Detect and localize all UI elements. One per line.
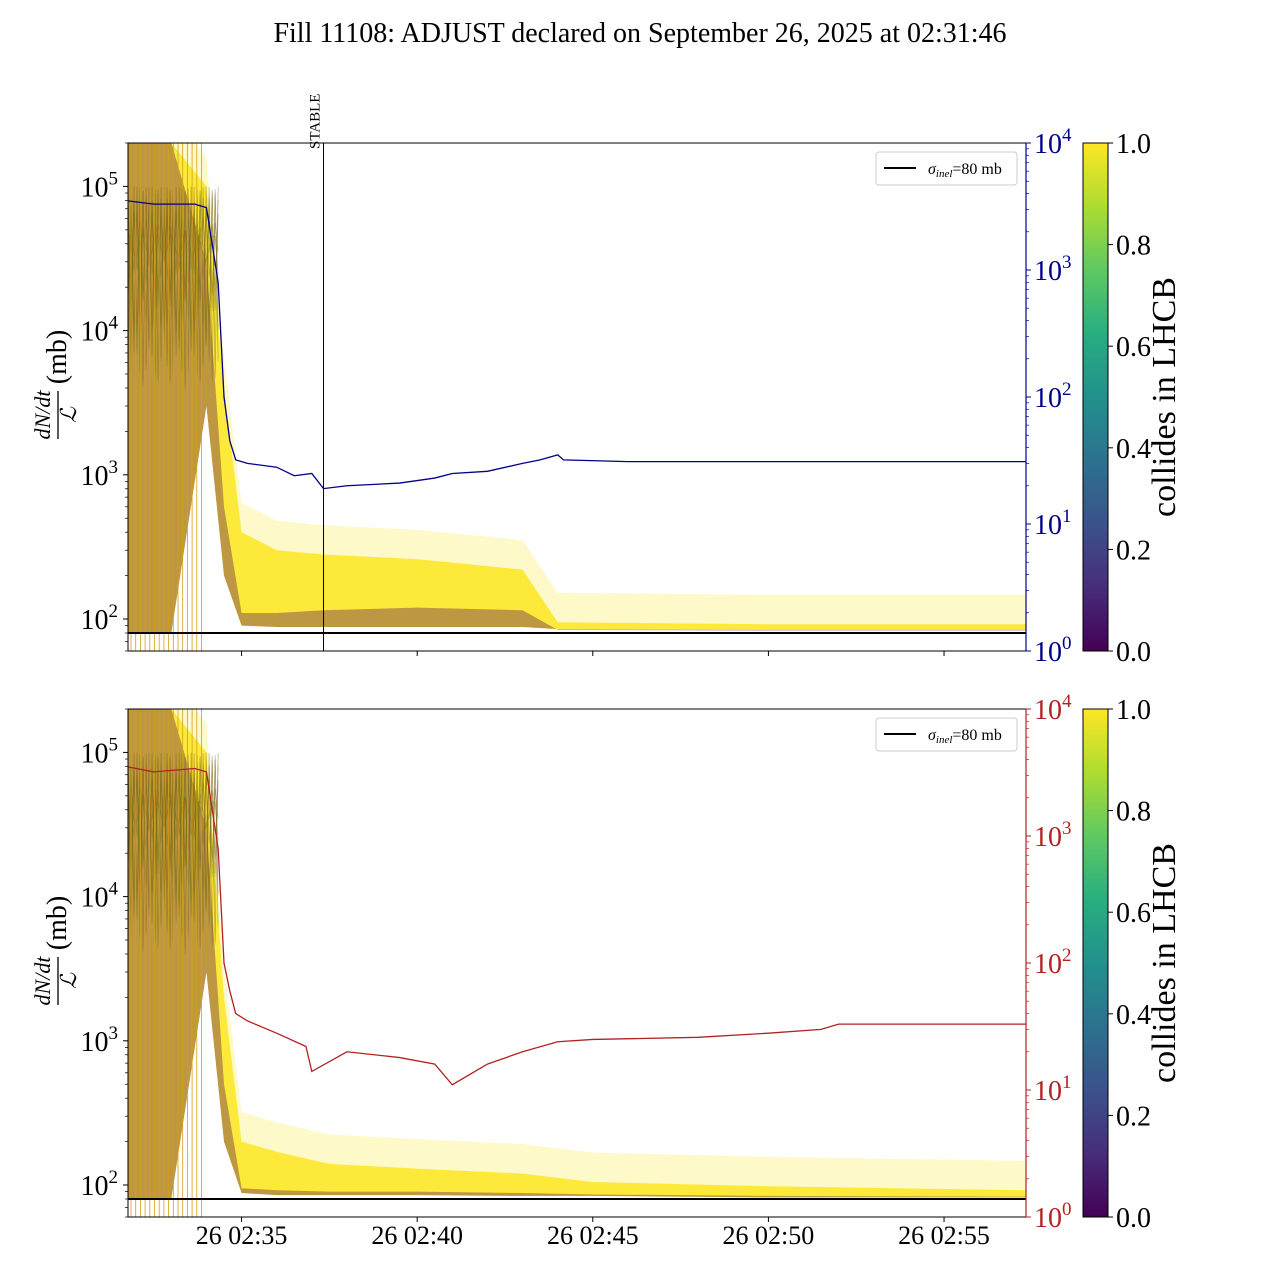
legend-label: σinel=80 mb	[928, 161, 1002, 180]
legend-box	[875, 717, 1018, 752]
colorbar-top: 0.0 0.2 0.4 0.6 0.8 1.0 collides in LHCB	[1082, 129, 1183, 668]
yellow-band	[128, 143, 1026, 633]
left-tick-label: 103	[81, 1023, 119, 1058]
right-tick-label: 102	[1034, 379, 1072, 414]
colorbar-tick-label: 0.4	[1116, 1000, 1151, 1031]
right-tick-label: 104	[1034, 691, 1072, 726]
legend: σinel=80 mb	[875, 151, 1018, 186]
top-panel: STABLE 102 103 104 105 100 101 102 103 104 dN/dt ℒ (…	[30, 94, 1072, 668]
ylabel-numerator: dN/dt	[30, 956, 55, 1006]
colorbar-gradient	[1082, 142, 1109, 652]
right-tick-label: 103	[1034, 818, 1072, 853]
colorbar-tick-label: 1.0	[1116, 129, 1151, 160]
colorbar-tick-label: 0.0	[1116, 1203, 1151, 1234]
yellow-band-faint	[128, 709, 1026, 1191]
colorbar-label: collides in LHCB	[1146, 277, 1183, 517]
left-tick-label: 102	[81, 601, 119, 636]
right-tick-label: 101	[1034, 1072, 1072, 1107]
ylabel-denominator: ℒ	[56, 406, 81, 423]
plot-area	[128, 143, 1026, 651]
stable-marker-label: STABLE	[308, 94, 324, 149]
legend-box	[875, 151, 1018, 186]
x-tick-label: 26 02:50	[723, 1221, 815, 1250]
left-tick-label: 102	[81, 1167, 119, 1202]
right-tick-label: 102	[1034, 945, 1072, 980]
legend: σinel=80 mb	[875, 717, 1018, 752]
right-axis-series-line	[128, 200, 1026, 490]
ylabel-numerator: dN/dt	[30, 390, 55, 440]
right-tick-label: 103	[1034, 252, 1072, 287]
right-tick-label: 104	[1034, 125, 1072, 160]
left-tick-label: 105	[81, 168, 119, 203]
left-tick-label: 105	[81, 734, 119, 769]
colorbar-tick-label: 0.8	[1116, 797, 1151, 828]
bottom-panel: 102 103 104 105 100 101 102 103 104 26 02:35 26 02…	[30, 691, 1072, 1250]
x-tick-label: 26 02:55	[898, 1221, 990, 1250]
legend-label: σinel=80 mb	[928, 727, 1002, 746]
x-tick-label: 26 02:35	[196, 1221, 288, 1250]
colorbar-tick-label: 0.2	[1116, 1101, 1151, 1132]
ylabel-unit: (mb)	[42, 896, 73, 950]
colorbar-tick-label: 0.4	[1116, 434, 1151, 465]
left-tick-label: 103	[81, 457, 119, 492]
x-tick-label: 26 02:40	[371, 1221, 463, 1250]
colorbar-tick-label: 0.0	[1116, 637, 1151, 668]
figure-title: Fill 11108: ADJUST declared on September…	[273, 18, 1007, 49]
ylabel-denominator: ℒ	[56, 972, 81, 989]
colorbar-tick-label: 0.6	[1116, 332, 1151, 363]
colorbar-tick-label: 1.0	[1116, 695, 1151, 726]
colorbar-tick-label: 0.6	[1116, 898, 1151, 929]
left-axis-label: dN/dt ℒ (mb)	[30, 330, 81, 440]
right-tick-label: 100	[1034, 633, 1072, 668]
ylabel-unit: (mb)	[42, 330, 73, 384]
colorbar-gradient	[1082, 708, 1109, 1218]
colorbar-tick-label: 0.2	[1116, 535, 1151, 566]
left-tick-label: 104	[81, 313, 119, 348]
colorbar-label: collides in LHCB	[1146, 843, 1183, 1083]
right-tick-label: 101	[1034, 506, 1072, 541]
colorbar-tick-label: 0.8	[1116, 231, 1151, 262]
plot-area	[128, 709, 1026, 1217]
left-tick-label: 104	[81, 879, 119, 914]
colorbar-bottom: 0.0 0.2 0.4 0.6 0.8 1.0 collides in LHCB	[1082, 695, 1183, 1234]
left-axis-label: dN/dt ℒ (mb)	[30, 896, 81, 1006]
right-tick-label: 100	[1034, 1199, 1072, 1234]
right-axis-series-line	[128, 766, 1026, 1086]
x-tick-label: 26 02:45	[547, 1221, 639, 1250]
